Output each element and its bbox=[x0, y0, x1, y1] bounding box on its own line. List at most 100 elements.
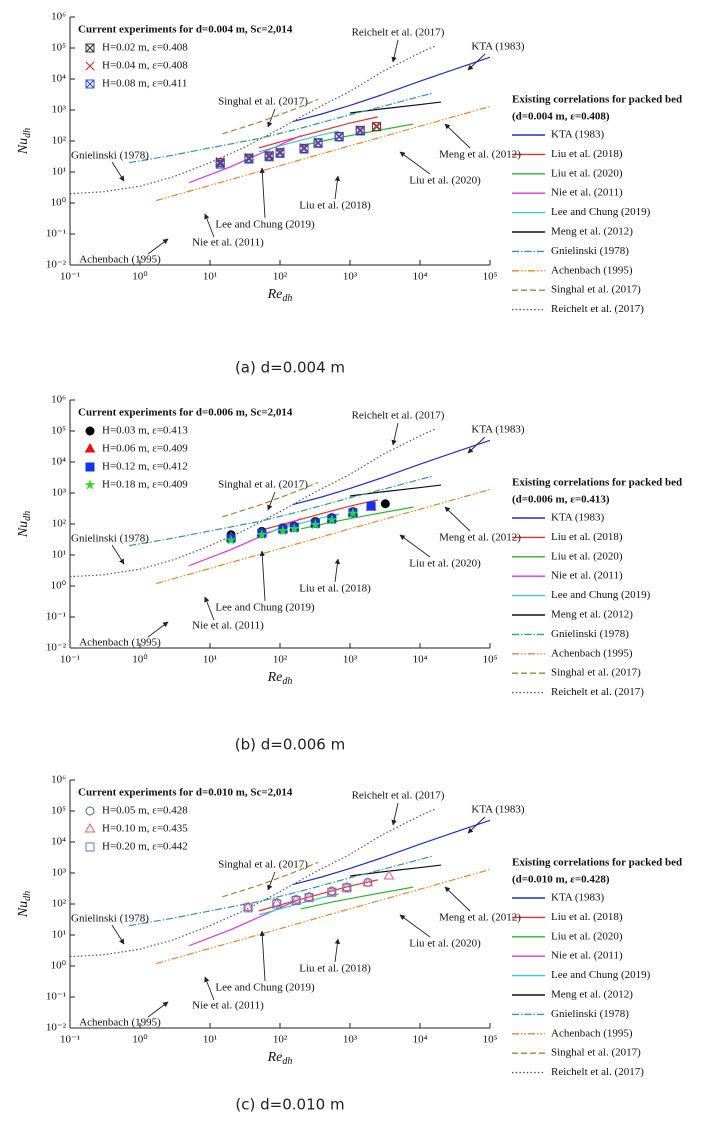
marker-star bbox=[256, 528, 268, 540]
annotation-arrow bbox=[334, 938, 341, 963]
y-axis-label-main: Nu bbox=[16, 521, 31, 538]
marker-star bbox=[288, 522, 300, 534]
legend-label: Reichelt et al. (2017) bbox=[551, 686, 644, 698]
marker-star bbox=[326, 514, 338, 525]
experiments-legend-title: Current experiments for d=0.006 m, Sc=2,… bbox=[78, 407, 293, 419]
y-axis-label-main: Nu bbox=[16, 901, 31, 918]
x-tick-label: 10⁰ bbox=[132, 654, 148, 666]
marker-cross bbox=[355, 126, 365, 136]
annotation: Achenbach (1995) bbox=[79, 637, 161, 649]
marker-cross bbox=[85, 61, 95, 71]
legend-label: Lee and Chung (2019) bbox=[551, 206, 651, 218]
marker-triangle bbox=[362, 876, 374, 887]
x-tick-label: 10⁵ bbox=[483, 654, 498, 666]
data-point bbox=[277, 525, 289, 536]
data-point bbox=[275, 148, 285, 158]
caption: (c) d=0.010 m bbox=[235, 1096, 344, 1114]
x-tick-label: 10⁴ bbox=[413, 271, 428, 283]
x-axis-label-main: Re bbox=[267, 287, 283, 302]
annotation-arrow bbox=[111, 544, 125, 565]
annotation-arrow bbox=[444, 886, 471, 912]
marker-box bbox=[215, 159, 225, 169]
legend-label: Lee and Chung (2019) bbox=[551, 589, 651, 601]
legend-label: H=0.10 m, ε=0.435 bbox=[102, 823, 188, 835]
annotation: Achenbach (1995) bbox=[79, 254, 161, 266]
data-point bbox=[272, 899, 282, 909]
annotation-arrow bbox=[391, 802, 399, 826]
marker-box bbox=[334, 132, 344, 142]
marker-cross bbox=[85, 43, 95, 53]
marker-box bbox=[264, 152, 274, 162]
annotation-arrow bbox=[444, 123, 471, 149]
legend-label: H=0.12 m, ε=0.412 bbox=[102, 461, 188, 473]
correlation-line bbox=[188, 897, 302, 947]
data-point bbox=[383, 869, 395, 880]
legend-label: Liu et al. (2018) bbox=[551, 148, 623, 160]
legend-label: Meng et al. (2012) bbox=[551, 989, 633, 1001]
x-tick-label: 10¹ bbox=[203, 1034, 217, 1046]
marker-triangle bbox=[290, 893, 302, 904]
legend-label: Gnielinski (1978) bbox=[551, 245, 629, 257]
caption: (a) d=0.004 m bbox=[235, 359, 345, 377]
marker-square bbox=[243, 903, 253, 913]
y-tick-label: 10⁶ bbox=[51, 774, 66, 786]
legend-marker bbox=[84, 479, 96, 490]
annotation: Liu et al. (2018) bbox=[299, 963, 371, 975]
legend-label: Singhal et al. (2017) bbox=[551, 667, 641, 679]
marker-circle bbox=[85, 426, 95, 436]
marker-star bbox=[309, 518, 321, 530]
marker-square bbox=[272, 899, 282, 909]
y-tick-label: 10⁰ bbox=[51, 197, 67, 209]
x-axis-label: Redh bbox=[267, 670, 293, 687]
annotation-arrow bbox=[259, 550, 266, 602]
data-point bbox=[242, 901, 254, 911]
correlation-line bbox=[129, 855, 433, 927]
marker-square bbox=[304, 893, 314, 903]
y-axis-label: Nudh bbox=[16, 891, 33, 918]
annotation: KTA (1983) bbox=[471, 424, 525, 436]
x-axis-label: Redh bbox=[267, 287, 293, 304]
annotation-arrow bbox=[204, 596, 215, 621]
annotation-arrow bbox=[391, 39, 399, 63]
data-point bbox=[362, 876, 374, 887]
legend-label: H=0.06 m, ε=0.409 bbox=[102, 443, 188, 455]
data-point bbox=[243, 903, 253, 913]
y-tick-label: 10⁻¹ bbox=[46, 228, 66, 240]
marker-cross bbox=[244, 154, 254, 164]
marker-box bbox=[244, 154, 254, 164]
marker-cross bbox=[372, 122, 382, 132]
legend-label: Singhal et al. (2017) bbox=[551, 1047, 641, 1059]
annotation-arrow bbox=[111, 924, 125, 945]
marker-triangle bbox=[242, 901, 254, 911]
annotation: Lee and Chung (2019) bbox=[215, 219, 315, 231]
x-tick-label: 10⁴ bbox=[413, 654, 428, 666]
correlation-line bbox=[222, 861, 319, 898]
x-tick-label: 10¹ bbox=[203, 654, 217, 666]
legend-label: H=0.20 m, ε=0.442 bbox=[102, 841, 188, 853]
annotation: Meng et al. (2012) bbox=[439, 149, 521, 161]
data-point bbox=[264, 150, 274, 160]
annotation-arrow bbox=[399, 534, 431, 558]
legend-label: H=0.04 m, ε=0.408 bbox=[102, 60, 188, 72]
correlation-line bbox=[258, 116, 378, 149]
annotation: Liu et al. (2018) bbox=[299, 200, 371, 212]
x-tick-label: 10³ bbox=[343, 654, 358, 666]
marker-star bbox=[347, 507, 359, 519]
x-tick-label: 10³ bbox=[343, 1034, 358, 1046]
y-tick-label: 10³ bbox=[52, 867, 67, 879]
x-axis-label-main: Re bbox=[267, 670, 283, 685]
legend-label: Reichelt et al. (2017) bbox=[551, 303, 644, 315]
y-tick-label: 10⁴ bbox=[51, 456, 66, 468]
data-point bbox=[291, 895, 301, 905]
marker-star bbox=[225, 534, 237, 545]
data-point bbox=[256, 528, 268, 540]
y-tick-label: 10⁻² bbox=[46, 1022, 67, 1034]
annotation: KTA (1983) bbox=[471, 41, 525, 53]
y-tick-label: 10⁵ bbox=[51, 805, 66, 817]
legend-label: Achenbach (1995) bbox=[551, 647, 633, 659]
annotation: Liu et al. (2020) bbox=[409, 938, 481, 950]
legend-label: Meng et al. (2012) bbox=[551, 609, 633, 621]
legend-label: Achenbach (1995) bbox=[551, 264, 633, 276]
data-point bbox=[264, 152, 274, 162]
marker-box bbox=[275, 148, 285, 158]
